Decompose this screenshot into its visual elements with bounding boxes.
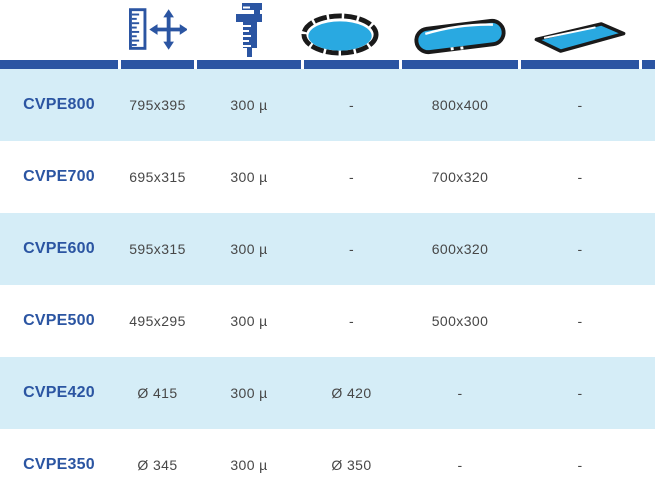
dimensions-cell: 595x315	[129, 241, 186, 257]
table-row: CVPE600 595x315 300 µ - 600x320 -	[0, 213, 655, 285]
header-cell-dimensions	[121, 8, 194, 60]
divider-segment	[642, 60, 655, 69]
round-pool-cell: Ø 420	[331, 385, 372, 401]
round-pool-cell: -	[348, 313, 355, 329]
header-cell-thickness	[197, 3, 301, 60]
rect-pool-icon	[533, 21, 627, 54]
oval-pool-icon	[412, 17, 508, 56]
round-pool-cell: -	[348, 169, 355, 185]
rect-pool-cell: -	[577, 169, 583, 185]
divider-segment	[197, 60, 301, 69]
rect-pool-cell: -	[577, 313, 583, 329]
model-cell: CVPE800	[23, 96, 95, 113]
model-cell: CVPE500	[23, 312, 95, 329]
thickness-cell: 300 µ	[230, 457, 268, 473]
model-cell: CVPE350	[23, 456, 95, 473]
rect-pool-cell: -	[577, 385, 583, 401]
model-cell: CVPE420	[23, 384, 95, 401]
rect-pool-cell: -	[577, 457, 583, 473]
ruler-move-icon	[128, 8, 187, 51]
dimensions-cell: Ø 415	[137, 385, 178, 401]
thickness-cell: 300 µ	[230, 241, 268, 257]
divider-segment	[0, 60, 118, 69]
round-pool-cell: -	[348, 97, 355, 113]
oval-pool-cell: 600x320	[431, 241, 489, 257]
table-row: CVPE350 Ø 345 300 µ Ø 350 - -	[0, 429, 655, 499]
rect-pool-cell: -	[577, 241, 583, 257]
header-cell-rect-pool	[521, 21, 639, 60]
oval-pool-cell: 700x320	[431, 169, 489, 185]
table-body: CVPE800 795x395 300 µ - 800x400 - CVPE70…	[0, 69, 655, 499]
caliper-icon	[234, 3, 264, 57]
oval-pool-cell: 500x300	[431, 313, 489, 329]
model-cell: CVPE700	[23, 168, 95, 185]
round-pool-icon	[300, 13, 379, 56]
divider-segment	[304, 60, 399, 69]
dimensions-cell: 795x395	[129, 97, 186, 113]
table-row: CVPE420 Ø 415 300 µ Ø 420 - -	[0, 357, 655, 429]
header-cell-round-pool	[292, 13, 387, 60]
dimensions-cell: Ø 345	[137, 457, 178, 473]
table-row: CVPE700 695x315 300 µ - 700x320 -	[0, 141, 655, 213]
thickness-cell: 300 µ	[230, 169, 268, 185]
dimensions-cell: 695x315	[129, 169, 186, 185]
table-row: CVPE800 795x395 300 µ - 800x400 -	[0, 69, 655, 141]
dimensions-cell: 495x295	[129, 313, 186, 329]
round-pool-cell: -	[348, 241, 355, 257]
divider-segment	[402, 60, 518, 69]
round-pool-cell: Ø 350	[331, 457, 372, 473]
thickness-cell: 300 µ	[230, 97, 268, 113]
header-divider	[0, 60, 655, 69]
thickness-cell: 300 µ	[230, 385, 268, 401]
header-cell-oval-pool	[402, 17, 518, 60]
divider-segment	[521, 60, 639, 69]
rect-pool-cell: -	[577, 97, 583, 113]
model-cell: CVPE600	[23, 240, 95, 257]
table-header	[0, 0, 655, 60]
oval-pool-cell: -	[457, 385, 463, 401]
table-row: CVPE500 495x295 300 µ - 500x300 -	[0, 285, 655, 357]
thickness-cell: 300 µ	[230, 313, 268, 329]
divider-segment	[121, 60, 194, 69]
oval-pool-cell: 800x400	[431, 97, 489, 113]
oval-pool-cell: -	[457, 457, 463, 473]
